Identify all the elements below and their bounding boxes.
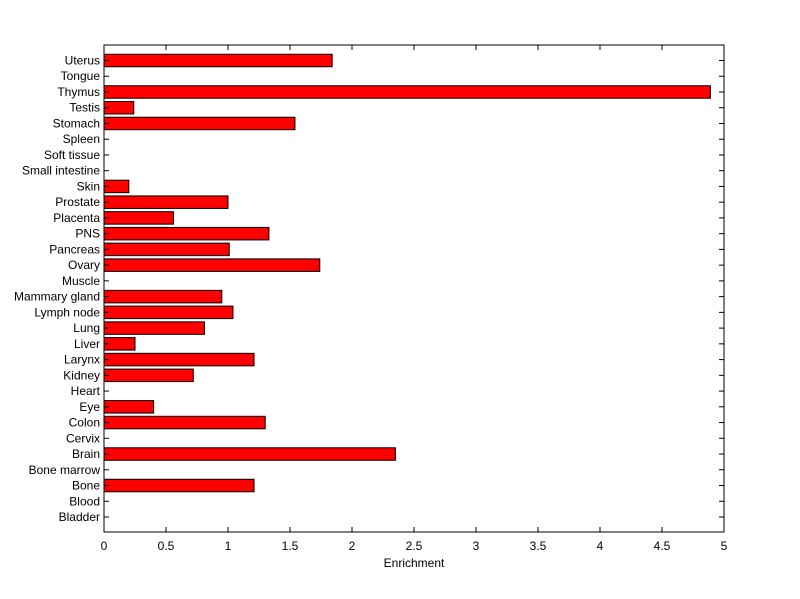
category-label-placenta: Placenta	[53, 211, 100, 225]
category-label-heart: Heart	[71, 384, 101, 398]
bar-mammary-gland	[103, 289, 223, 304]
bar-eye	[103, 400, 155, 414]
category-label-pns: PNS	[75, 227, 100, 241]
category-label-liver: Liver	[74, 337, 100, 351]
category-label-spleen: Spleen	[63, 132, 100, 146]
bar-ovary	[103, 258, 321, 272]
category-label-skin: Skin	[77, 179, 100, 193]
bar-bone	[103, 478, 255, 493]
bar-pancreas	[103, 242, 230, 257]
x-tick-labels: 0 0.5 1 1.5 2 2.5 3 3.5 4 4.5 5	[101, 539, 728, 553]
category-label-prostate: Prostate	[55, 195, 100, 209]
bar-uterus	[103, 53, 333, 68]
ticks-group	[103, 45, 725, 532]
category-label-mammary-gland: Mammary gland	[14, 290, 100, 304]
x-tick-label: 2.5	[406, 539, 423, 553]
bar-stomach	[103, 116, 296, 131]
category-label-bladder: Bladder	[59, 510, 100, 524]
bar-lymph-node	[103, 305, 234, 320]
x-tick-label: 3	[473, 539, 480, 553]
x-axis-label: Enrichment	[384, 556, 445, 570]
x-tick-label: 0	[101, 539, 108, 553]
category-label-uterus: Uterus	[65, 54, 100, 68]
bar-brain	[103, 447, 396, 461]
bar-placenta	[103, 211, 174, 225]
bar-lung	[103, 321, 205, 335]
category-label-tongue: Tongue	[61, 69, 101, 83]
category-label-ovary: Ovary	[68, 258, 100, 272]
category-label-blood: Blood	[69, 494, 100, 508]
category-label-small-intestine: Small intestine	[22, 164, 100, 178]
bar-pns	[103, 226, 270, 241]
bar-kidney	[103, 368, 194, 383]
category-label-lung: Lung	[73, 321, 100, 335]
category-label-soft-tissue: Soft tissue	[44, 148, 100, 162]
category-label-bone-marrow: Bone marrow	[29, 463, 101, 477]
x-tick-label: 1.5	[282, 539, 299, 553]
category-label-larynx: Larynx	[64, 353, 100, 367]
category-label-muscle: Muscle	[62, 274, 100, 288]
bar-larynx	[103, 352, 255, 367]
category-label-kidney: Kidney	[63, 368, 100, 382]
bar-thymus	[103, 85, 711, 99]
category-label-brain: Brain	[72, 447, 100, 461]
category-label-pancreas: Pancreas	[49, 242, 100, 256]
category-label-cervix: Cervix	[66, 431, 100, 445]
category-label-bone: Bone	[72, 479, 100, 493]
category-label-lymph-node: Lymph node	[34, 305, 100, 319]
category-label-eye: Eye	[79, 400, 100, 414]
x-tick-label: 3.5	[530, 539, 547, 553]
category-label-colon: Colon	[69, 416, 100, 430]
category-label-stomach: Stomach	[53, 116, 100, 130]
category-label-thymus: Thymus	[57, 85, 100, 99]
x-tick-label: 1	[225, 539, 232, 553]
x-tick-label: 4	[597, 539, 604, 553]
x-tick-label: 5	[721, 539, 728, 553]
x-tick-label: 4.5	[654, 539, 671, 553]
x-tick-label: 0.5	[158, 539, 175, 553]
x-tick-label: 2	[349, 539, 356, 553]
category-label-testis: Testis	[69, 101, 100, 115]
bar-prostate	[103, 195, 229, 209]
bar-colon	[103, 415, 266, 430]
